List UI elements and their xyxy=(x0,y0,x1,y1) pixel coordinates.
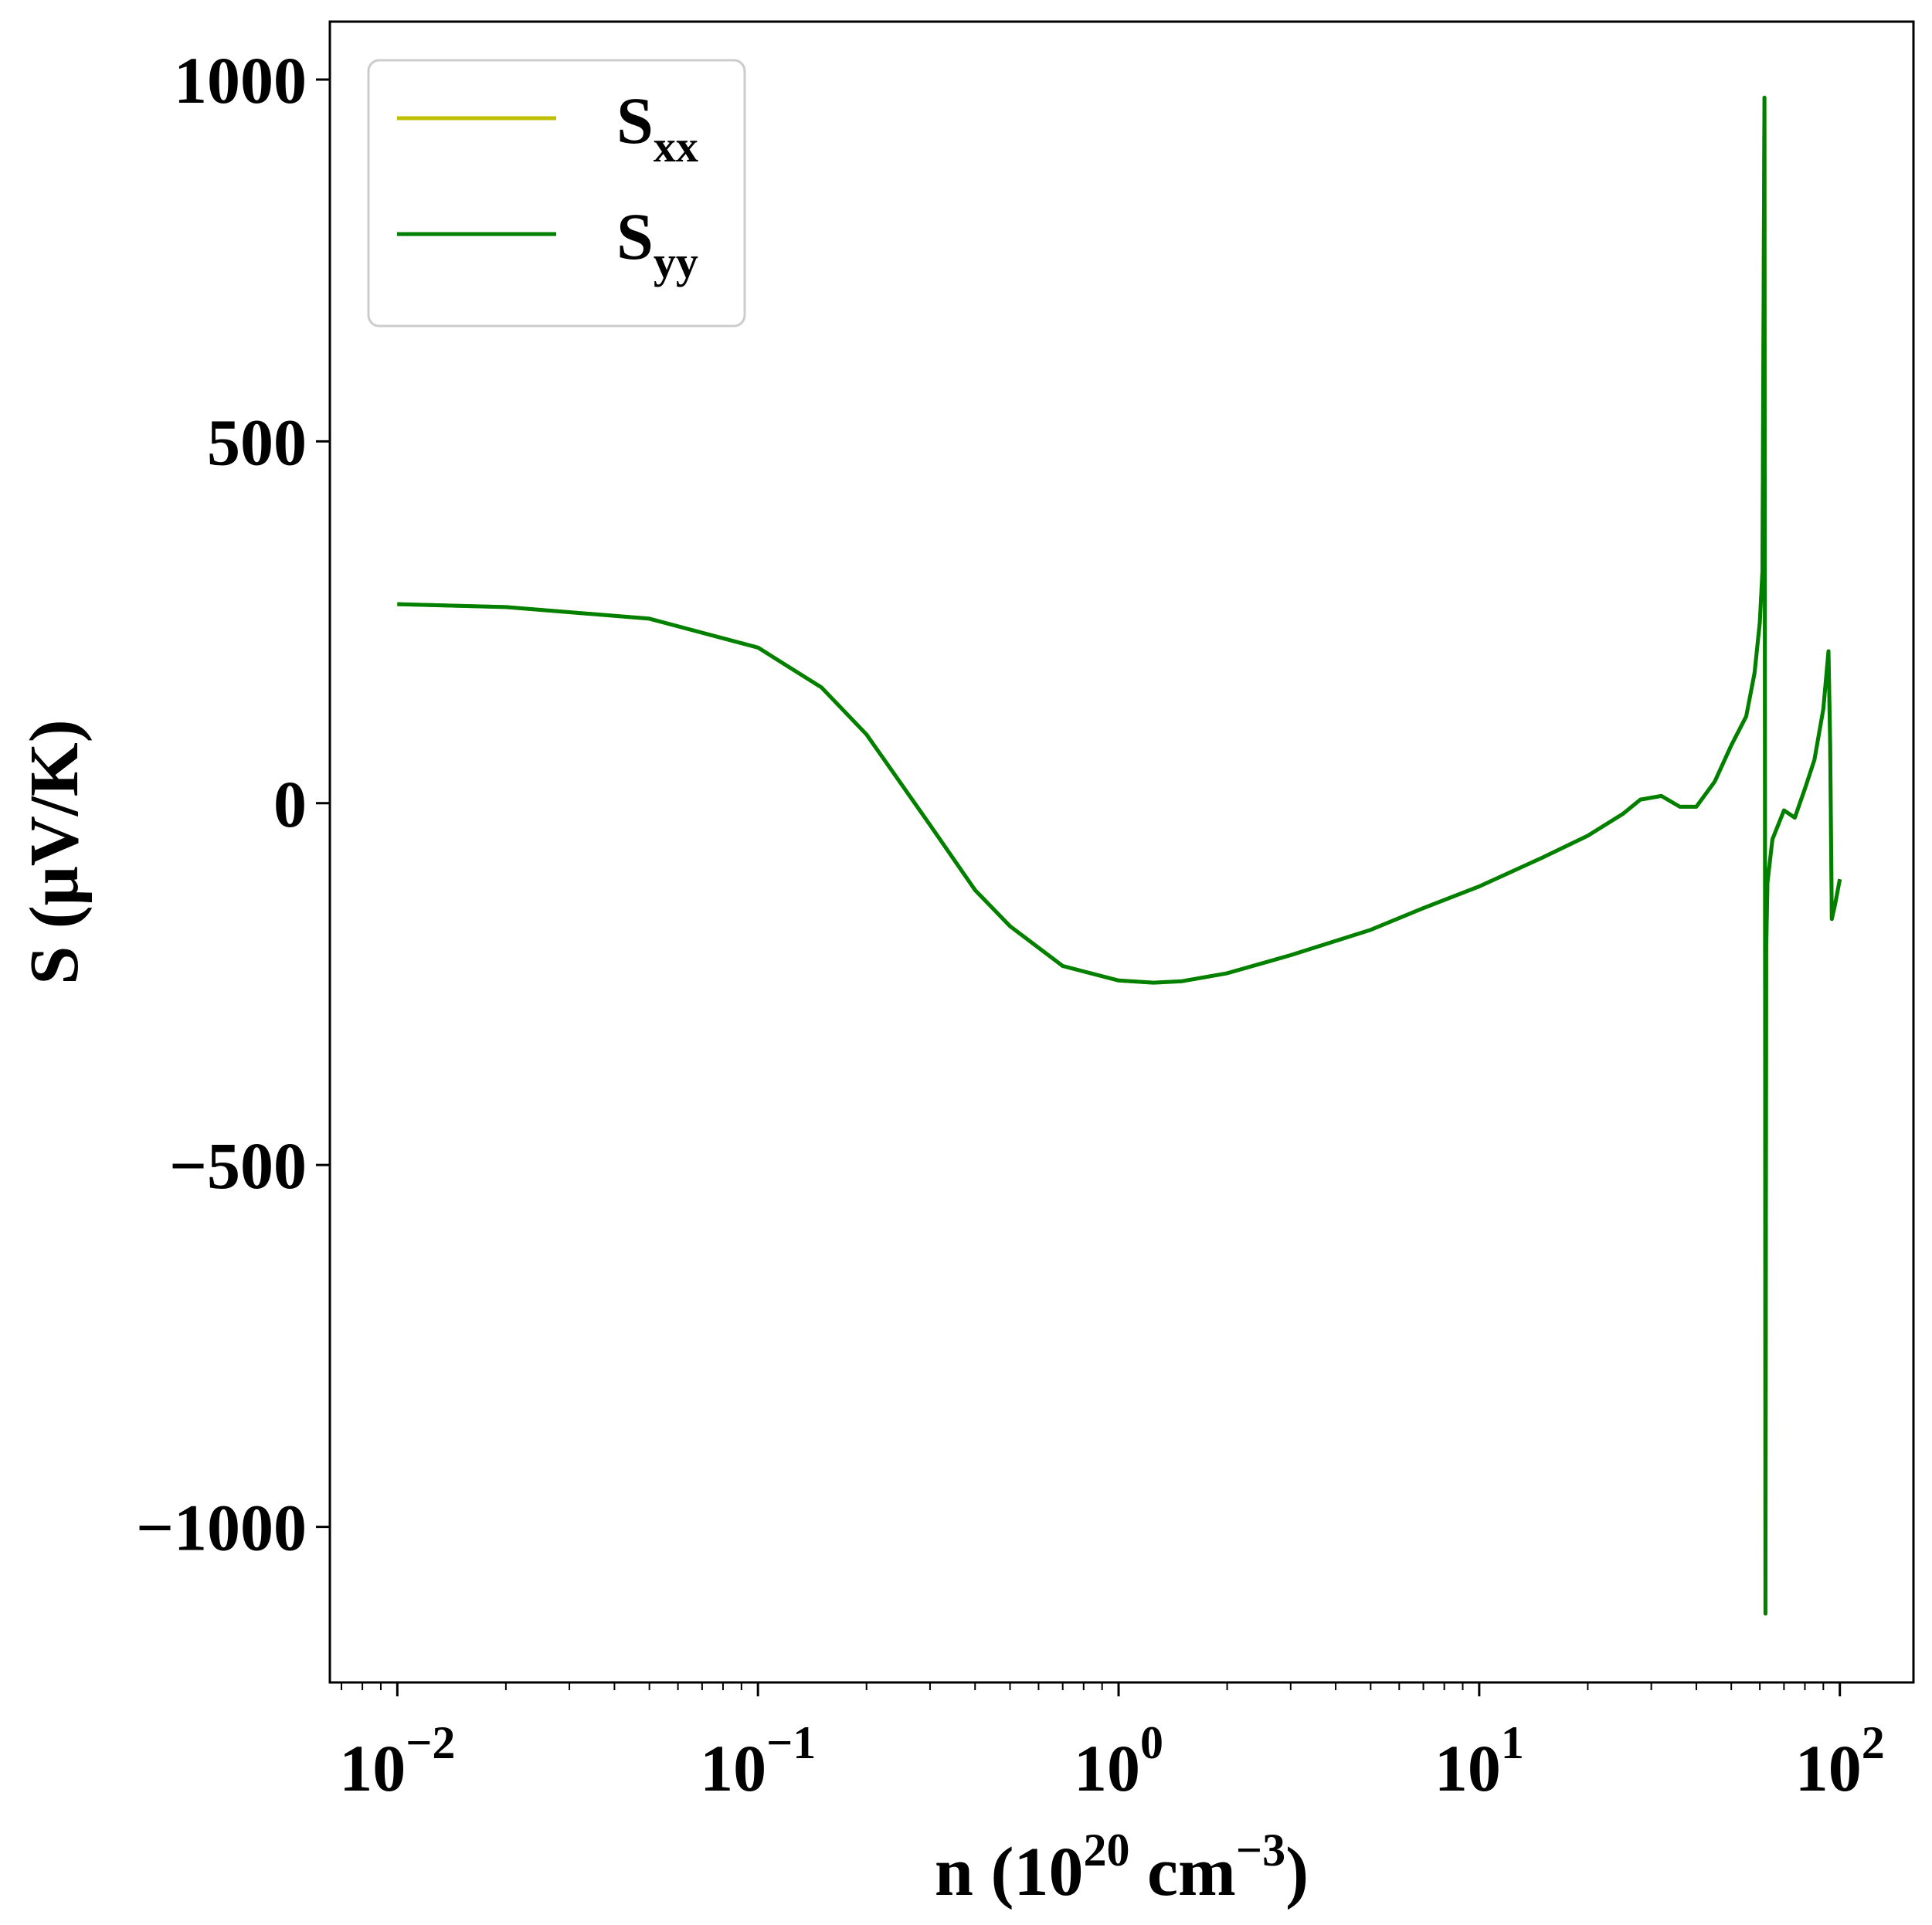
y-tick-label: −500 xyxy=(169,1129,307,1203)
y-axis-label: S (μV/K) xyxy=(16,719,93,985)
plot-frame xyxy=(328,20,1915,1684)
legend-label-syy: Syy xyxy=(616,199,698,287)
legend: Sxx Syy xyxy=(367,59,746,328)
x-axis-label-suffix: ) xyxy=(1285,1834,1309,1910)
x-tick-label: 102 xyxy=(1795,1717,1885,1805)
x-axis-label-middle: cm xyxy=(1129,1834,1235,1910)
x-tick-label: 100 xyxy=(1074,1717,1163,1805)
x-tick-label: 101 xyxy=(1435,1717,1524,1805)
plot-series xyxy=(397,95,1842,1616)
y-tick-label: −1000 xyxy=(136,1491,307,1565)
series-line-syy xyxy=(397,95,1842,1616)
x-axis-label-exponent-1: 20 xyxy=(1083,1825,1129,1876)
x-tick-label: 10−2 xyxy=(339,1717,455,1805)
legend-box xyxy=(367,59,746,328)
legend-label-sxx: Sxx xyxy=(616,83,698,171)
x-axis-label-prefix: n (10 xyxy=(935,1834,1084,1910)
x-axis-ticks: 10−2 10−1 100 101 102 xyxy=(339,1682,1885,1805)
y-tick-label: 1000 xyxy=(174,43,307,117)
y-tick-label: 0 xyxy=(273,767,307,841)
y-axis-ticks: 1000 500 0 −500 −1000 xyxy=(136,43,330,1565)
x-axis-label: n (1020 cm−3) xyxy=(935,1825,1309,1910)
x-axis-label-exponent-2: −3 xyxy=(1236,1825,1285,1876)
x-tick-label: 10−1 xyxy=(700,1717,816,1805)
y-tick-label: 500 xyxy=(207,405,307,479)
